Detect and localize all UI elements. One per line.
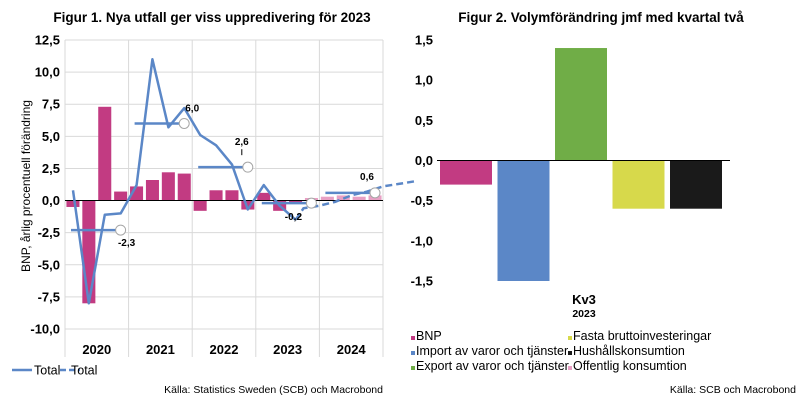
- fig1-bar-outcome: [82, 200, 96, 304]
- fig1-bar-outcome: [289, 200, 303, 204]
- fig2-bar: [555, 48, 607, 161]
- fig2-bar: [440, 160, 492, 185]
- fig1-x-tick-label: 2023: [273, 342, 302, 357]
- fig1-title: Figur 1. Nya utfall ger viss upprediveri…: [53, 10, 371, 25]
- fig1-lines: [71, 58, 416, 305]
- fig2-legend-swatch: [568, 366, 572, 370]
- fig2-y-tick-label: 1,5: [415, 33, 433, 48]
- fig1-x-tick-label: 2020: [82, 342, 111, 357]
- fig1-grid: [64, 39, 384, 357]
- fig1-annual-marker: [369, 187, 381, 199]
- fig2-bar: [670, 160, 722, 209]
- fig1-y-tick-label: 10,0: [35, 65, 60, 80]
- fig2-y-ticks: 1,5 1,0 0,5 0,0 -0,5 -1,0 -1,5: [411, 33, 433, 289]
- fig1-y-tick-label: 0,0: [42, 193, 60, 208]
- fig1-y-tick-label: -2,5: [38, 225, 60, 240]
- legend-total-2: Total: [71, 364, 97, 378]
- fig2-legend-label: Import av varor och tjänster: [416, 344, 568, 358]
- fig1-x-tick-label: 2024: [337, 342, 367, 357]
- fig1-annual-averages: -2,3 6,0 2,6 -0,2 0,6: [71, 103, 381, 249]
- fig1-y-tick-label: 2,5: [42, 161, 60, 176]
- fig1-bar-outcome: [114, 191, 128, 201]
- fig1-y-tick-label: 7,5: [42, 97, 60, 112]
- fig2-bars: [440, 48, 722, 281]
- fig2-legend-label: Export av varor och tjänster: [416, 359, 569, 373]
- fig2-title: Figur 2. Volymförändring jmf med kvartal…: [458, 10, 744, 25]
- fig1-x-axis: 2020 2021 2022 2023 2024: [82, 342, 366, 357]
- fig1-annual-label: 6,0: [185, 103, 199, 114]
- fig2-legend-label: BNP: [416, 329, 442, 343]
- fig2-legend-swatch: [411, 336, 415, 340]
- fig2-legend-label: Fasta bruttoinvesteringar: [573, 329, 711, 343]
- fig1-source: Källa: Statistics Sweden (SCB) och Macro…: [164, 384, 383, 396]
- fig1-bar-outcome: [209, 190, 223, 201]
- fig1-bar-outcome: [241, 200, 255, 210]
- fig1-y-tick-label: 5,0: [42, 129, 60, 144]
- fig2-bar: [612, 160, 665, 209]
- fig2-xlabel: Kv3: [572, 292, 596, 307]
- fig2-legend-label: Hushållskonsumtion: [573, 344, 685, 358]
- fig1-annual-label: 2,6: [235, 137, 249, 148]
- fig1-annual-marker: [115, 224, 127, 236]
- fig1-bar-outcome: [145, 180, 159, 201]
- fig1-annual-label: -2,3: [118, 238, 136, 249]
- fig2-y-tick-label: -1,0: [411, 233, 433, 248]
- fig2-y-tick-label: 0,5: [415, 113, 433, 128]
- fig1-y-tick-label: -5,0: [38, 257, 60, 272]
- fig1-y-tick-label: -10,0: [30, 322, 60, 337]
- fig1-x-tick-label: 2022: [210, 342, 239, 357]
- fig1-y-tick-label: 12,5: [35, 33, 60, 48]
- fig2-y-tick-label: -1,5: [411, 274, 433, 289]
- fig1-bar-outcome: [161, 172, 175, 201]
- fig1-annual-label: -0,2: [285, 212, 303, 223]
- fig1-annual-marker: [305, 197, 317, 209]
- fig1-bar-outcome: [177, 173, 191, 201]
- fig1-line-outcome: [71, 58, 297, 305]
- fig1-annual-label: 0,6: [360, 172, 374, 183]
- fig1-legend: Total Total: [12, 364, 97, 378]
- fig1-bar-forecast: [320, 196, 334, 201]
- fig1-annual-marker: [178, 117, 190, 129]
- fig1-y-ticks: 12,5 10,0 7,5 5,0 2,5 0,0 -2,5 -5,0 -7,5 -10,0: [30, 33, 60, 337]
- fig1-ylabel: BNP, årlig procentuell förändring: [19, 100, 33, 272]
- fig2-source: Källa: SCB och Macrobond: [670, 384, 796, 396]
- fig2-y-tick-label: 1,0: [415, 73, 433, 88]
- fig2-legend-swatch: [411, 366, 415, 370]
- fig2-legend-swatch: [568, 336, 572, 340]
- fig1-x-tick-label: 2021: [146, 342, 175, 357]
- fig2-legend-swatch: [411, 351, 415, 355]
- fig1-bar-forecast: [352, 196, 366, 201]
- fig1-bar-outcome: [193, 200, 207, 211]
- fig1-bar-outcome: [225, 190, 239, 201]
- fig1-bar-outcome: [66, 200, 80, 207]
- fig2-legend-label: Offentlig konsumtion: [573, 359, 687, 373]
- legend-total-1: Total: [34, 364, 60, 378]
- fig1-y-tick-label: -7,5: [38, 289, 60, 304]
- fig1-bar-outcome: [257, 192, 271, 201]
- fig1-annual-marker: [242, 161, 254, 173]
- fig2-bar: [497, 160, 550, 281]
- fig1-bar-outcome: [98, 106, 112, 201]
- fig2-y-tick-label: -0,5: [411, 193, 433, 208]
- fig2-y-tick-label: 0,0: [415, 153, 433, 168]
- fig2-xlabel-sub: 2023: [572, 308, 596, 320]
- fig2-legend-swatch: [568, 351, 572, 355]
